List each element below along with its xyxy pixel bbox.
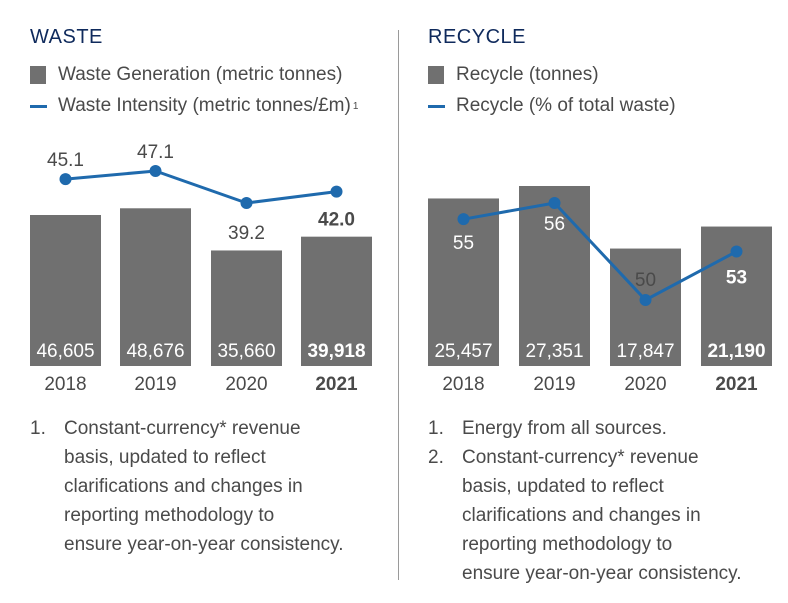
bar-value-label-2018: 25,457 — [434, 341, 492, 362]
waste-chart: 46,605 2018 48,676 2019 35,660 2020 39,918 2021… — [30, 142, 372, 395]
x-tick-label-2020: 2020 — [624, 374, 666, 395]
footnote-line: basis, updated to reflect — [64, 447, 266, 468]
line-swatch-icon — [30, 104, 47, 108]
bar-value-label-2020: 17,847 — [616, 341, 674, 362]
waste-legend-line-label: Waste Intensity (metric tonnes/£m) — [58, 95, 351, 116]
footnote-line: reporting methodology to — [64, 505, 275, 526]
bar-swatch-icon — [428, 66, 444, 84]
x-tick-label-2021: 2021 — [315, 374, 358, 395]
bar-value-label-2020: 35,660 — [217, 341, 275, 362]
waste-legend-footnote-marker: 1 — [352, 100, 359, 112]
bar-value-label-2019: 27,351 — [525, 341, 583, 362]
line-value-label-2021: 42.0 — [318, 210, 355, 231]
footnote-line: ensure year-on-year consistency. — [462, 563, 742, 584]
bar-value-label-2021: 21,190 — [707, 341, 765, 362]
bar-2021 — [301, 236, 372, 366]
footnote-line: Constant-currency* revenue — [64, 418, 301, 439]
line-value-label-2020: 50 — [635, 270, 656, 291]
recycle-legend-bar-item: Recycle (tonnes) — [428, 64, 599, 86]
waste-legend-bar-label: Waste Generation (metric tonnes) — [58, 64, 343, 85]
line-point-2020 — [240, 197, 253, 209]
footnote-number: 2. — [428, 447, 444, 468]
waste-legend-bar-item: Waste Generation (metric tonnes) — [30, 64, 342, 86]
footnote-line: Energy from all sources. — [462, 418, 667, 439]
footnote-line: clarifications and changes in — [64, 476, 303, 497]
recycle-footnote-2: 2. Constant-currency* revenue basis, updat… — [428, 443, 788, 588]
x-tick-label-2018: 2018 — [44, 374, 86, 395]
footnote-line: ensure year-on-year consistency. — [64, 534, 344, 555]
waste-panel: WASTE Waste Generation (metric tonnes) W… — [30, 26, 390, 559]
waste-footnote-1: 1. Constant-currency* revenue basis, updat… — [30, 414, 390, 559]
recycle-panel: RECYCLE Recycle (tonnes) Recycle (% of t… — [400, 0, 788, 603]
line-series — [463, 201, 738, 302]
recycle-title: RECYCLE — [428, 26, 526, 48]
line-value-label-2019: 47.1 — [137, 142, 174, 163]
line-value-label-2019: 56 — [544, 214, 565, 235]
footnote-line: Constant-currency* revenue — [462, 447, 699, 468]
panel-divider — [398, 30, 399, 580]
recycle-footnotes: 1. Energy from all sources. 2. Constant-cur… — [428, 414, 788, 588]
footnote-line: clarifications and changes in — [462, 505, 701, 526]
waste-footnotes: 1. Constant-currency* revenue basis, updat… — [30, 414, 390, 559]
bar-value-label-2021: 39,918 — [307, 341, 365, 362]
x-tick-label-2018: 2018 — [442, 374, 484, 395]
footnote-number: 1. — [30, 418, 46, 439]
footnote-line: basis, updated to reflect — [462, 476, 664, 497]
recycle-chart: 25,457 2018 27,351 2019 17,847 2020 21,190 2021… — [428, 186, 772, 395]
line-point-2018 — [457, 213, 470, 226]
bar-2020 — [211, 250, 282, 366]
line-point-2021 — [330, 185, 343, 198]
x-tick-label-2021: 2021 — [715, 374, 758, 395]
line-value-label-2018: 45.1 — [47, 150, 84, 171]
bar-2019 — [120, 208, 191, 366]
waste-title: WASTE — [30, 26, 103, 48]
bar-2019 — [519, 186, 590, 366]
line-series — [65, 169, 337, 205]
bar-2018 — [428, 198, 499, 366]
recycle-footnote-1: 1. Energy from all sources. — [428, 414, 788, 443]
recycle-legend-bar-label: Recycle (tonnes) — [456, 64, 599, 85]
x-tick-label-2019: 2019 — [134, 374, 176, 395]
bar-swatch-icon — [30, 66, 46, 84]
line-point-2018 — [59, 173, 72, 186]
footnote-number: 1. — [428, 418, 444, 439]
line-point-2021 — [730, 245, 743, 258]
line-point-2019 — [548, 197, 561, 209]
recycle-legend-line-label: Recycle (% of total waste) — [456, 95, 676, 116]
x-tick-label-2020: 2020 — [225, 374, 267, 395]
recycle-legend-line-item: Recycle (% of total waste) — [428, 95, 676, 117]
bar-value-label-2019: 48,676 — [126, 341, 184, 362]
bar-2018 — [30, 214, 101, 366]
line-value-label-2021: 53 — [726, 268, 747, 289]
line-value-label-2018: 55 — [453, 233, 474, 254]
waste-legend-line-item: Waste Intensity (metric tonnes/£m) 1 — [30, 95, 358, 117]
line-swatch-icon — [428, 104, 445, 108]
x-tick-label-2019: 2019 — [533, 374, 575, 395]
bar-value-label-2018: 46,605 — [36, 341, 94, 362]
line-value-label-2020: 39.2 — [228, 223, 265, 244]
bar-2020 — [610, 248, 681, 366]
footnote-line: reporting methodology to — [462, 534, 673, 555]
line-point-2019 — [149, 165, 162, 177]
line-point-2020 — [639, 294, 652, 306]
